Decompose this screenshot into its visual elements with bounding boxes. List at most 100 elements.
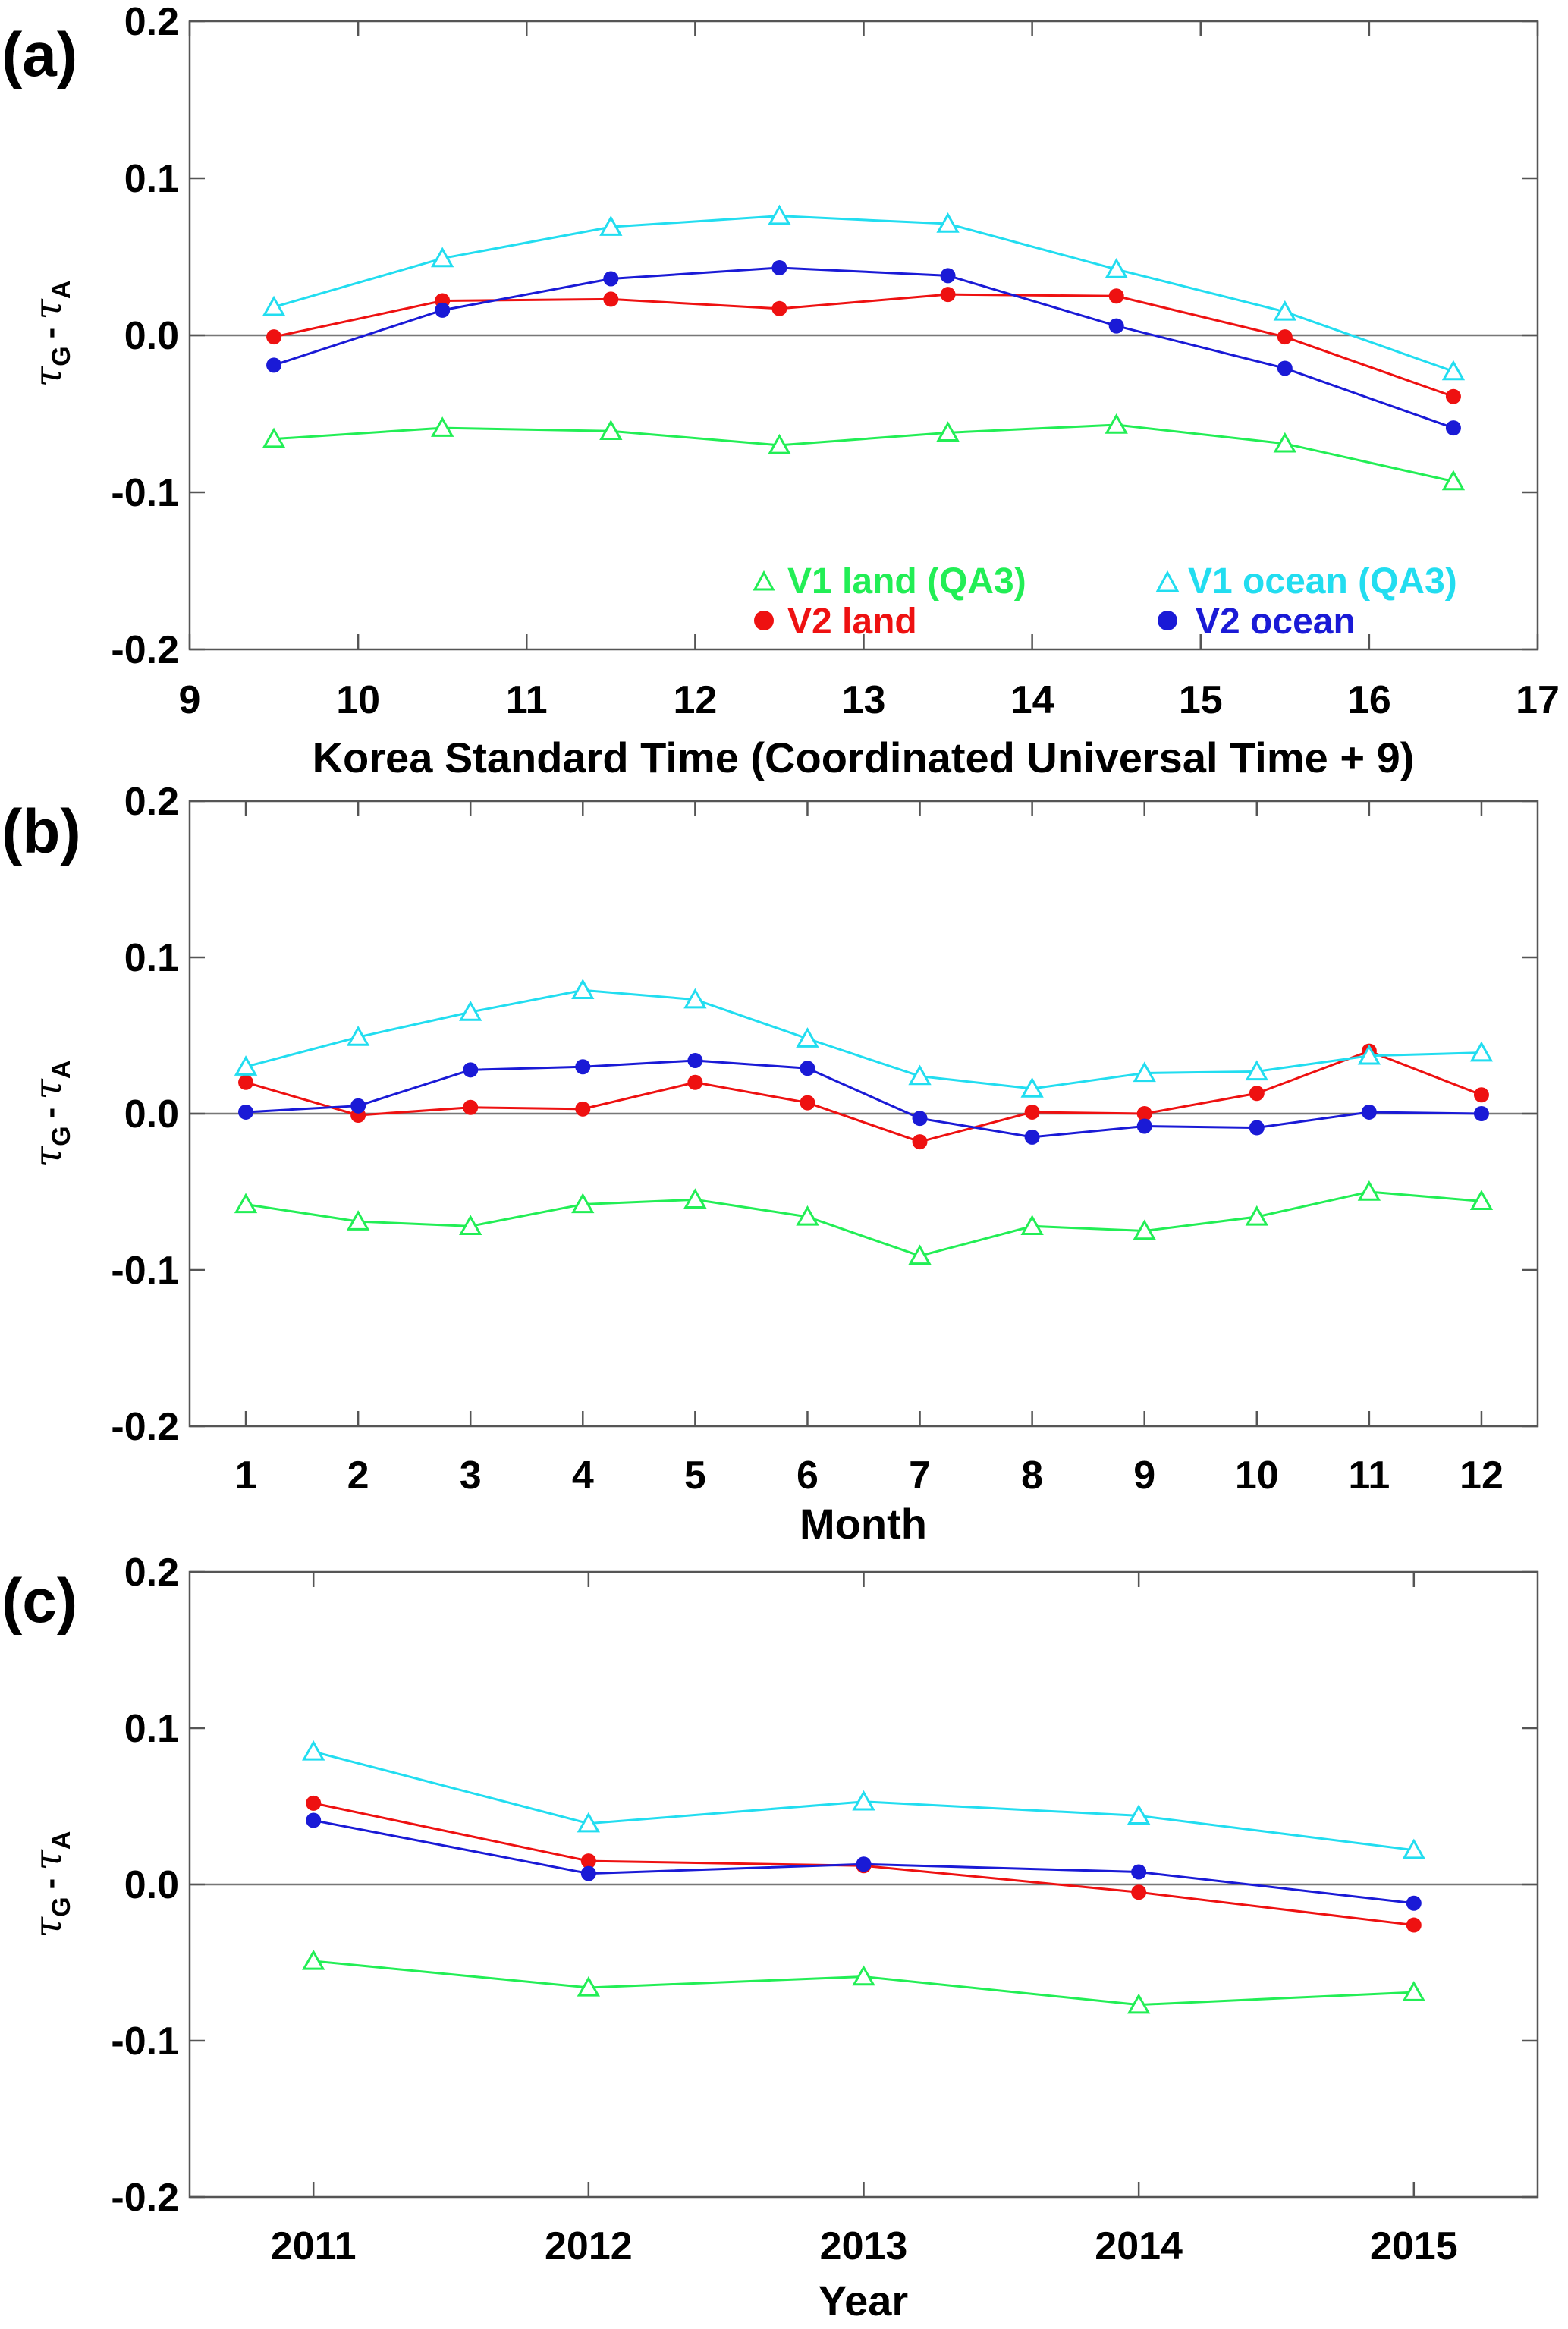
panel-b-series-v1-land-point <box>459 1215 482 1236</box>
panel-b-series-v1-ocean-point <box>571 979 595 999</box>
panel-b-xtick-label: 11 <box>1348 1454 1390 1498</box>
panel-b-xtick-label: 5 <box>684 1454 706 1498</box>
panel-b-series-v1-land-point <box>908 1244 932 1265</box>
panel-a-series-v1-ocean-point <box>936 212 960 233</box>
panel-a-series-v2-land-point <box>1277 329 1293 345</box>
panel-a-series-v1-ocean-point <box>1273 300 1296 321</box>
panel-b-series-v2-land-point <box>1473 1087 1489 1103</box>
panel-c-ylabel-sub-a: A <box>47 1831 76 1850</box>
panel-a-y-axis-title: τG-τA <box>26 280 76 387</box>
panel-b-series-v2-land-point <box>238 1074 254 1090</box>
panel-c-series-v1-land-point <box>302 1949 325 1970</box>
panel-b-series-v2-ocean-point <box>912 1111 928 1127</box>
panel-a-ytick-label: 0.2 <box>124 0 179 44</box>
panel-b-ylabel-dash: - <box>31 1108 68 1119</box>
panel-c-series-v1-ocean-point <box>1402 1838 1425 1859</box>
legend: V1 land (QA3) V2 land V1 ocean (QA3) V2 … <box>753 561 1457 642</box>
panel-a-x-axis-title: Korea Standard Time (Coordinated Univers… <box>313 734 1415 781</box>
panel-b-series-v2-land-point <box>1249 1086 1265 1102</box>
panel-a-series-v2-ocean-point <box>1108 318 1124 334</box>
panel-a-series-v1-land-point <box>1105 413 1128 434</box>
panel-b-series-v1-ocean-point <box>1357 1044 1381 1065</box>
panel-b-series-v1-land-point <box>1020 1215 1044 1236</box>
panel-b-series-v1-ocean-point <box>1020 1077 1044 1098</box>
panel-b-series-v1-land-point <box>1357 1180 1381 1201</box>
panel-b-ytick-label: 0.0 <box>124 1092 179 1136</box>
panel-c-ylabel-tau-g: τ <box>26 1916 70 1938</box>
panel-b-series-v2-land-point <box>687 1074 703 1090</box>
panel-a-series-v2-land-point <box>1108 288 1124 304</box>
panel-c-series-v1-land-point <box>577 1975 601 1997</box>
panel-b-series-v2-land-line <box>245 1049 1482 1143</box>
panel-c-series <box>302 1740 1425 2014</box>
panel-b-xtick-label: 1 <box>235 1454 257 1498</box>
panel-b-y-ticks: 0.2 0.1 0.0 -0.1 -0.2 <box>111 780 1538 1449</box>
panel-c-xtick-label: 2011 <box>271 2224 357 2268</box>
panel-b-series-v2-ocean-point <box>800 1061 815 1076</box>
panel-b-series-v1-land-point <box>683 1188 707 1209</box>
panel-c: (c) 0.20.10.0-0.1-0.2 2011 2012 2013 2014 20… <box>2 1551 1539 2324</box>
panel-c-series-v1-ocean-point <box>1127 1804 1151 1825</box>
panel-b-xtick-label: 12 <box>1460 1454 1504 1498</box>
legend-v1-ocean-marker <box>1155 570 1180 592</box>
panel-b-label: (b) <box>2 797 81 866</box>
panel-a-ylabel-dash: - <box>31 328 68 339</box>
panel-a-series-v2-ocean-point <box>940 268 956 284</box>
panel-c-series-v2-ocean-point <box>580 1865 596 1881</box>
panel-b-series-v1-ocean-line <box>245 988 1482 1090</box>
panel-b-xtick-label: 6 <box>797 1454 819 1498</box>
panel-c-series-v2-ocean-point <box>1406 1895 1422 1911</box>
panel-b-series-v1-ocean-point <box>346 1026 370 1046</box>
panel-c-series-v1-ocean-point <box>852 1790 875 1811</box>
panel-c-series-v2-ocean-point <box>856 1856 872 1872</box>
panel-b-ylabel-sub-a: A <box>47 1060 76 1079</box>
panel-b-series-v2-land-point <box>912 1134 928 1150</box>
panel-a-xtick-label: 13 <box>842 678 886 722</box>
panel-c-series-v1-ocean-point <box>577 1812 601 1833</box>
panel-c-ytick-label: -0.2 <box>111 2176 179 2220</box>
panel-c-ylabel-dash: - <box>31 1878 68 1890</box>
panel-a-series-v1-ocean-point <box>431 247 454 268</box>
panel-c-ylabel-sub-g: G <box>47 1897 76 1916</box>
legend-item-v1-land: V1 land (QA3) <box>753 561 1026 602</box>
legend-item-v1-ocean: V1 ocean (QA3) <box>1155 561 1457 602</box>
panel-a-label: (a) <box>2 20 77 90</box>
panel-b-series <box>234 979 1494 1265</box>
panel-a-series-v1-land-point <box>262 427 286 448</box>
legend-v2-ocean-label: V2 ocean <box>1196 602 1356 642</box>
panel-b-series-v1-ocean-point <box>796 1027 819 1048</box>
panel-a-series-v1-land-point <box>431 416 454 437</box>
panel-a-ytick-label: -0.2 <box>111 628 179 672</box>
panel-b-series-v2-land-point <box>1024 1104 1040 1120</box>
panel-a-series-v2-land-point <box>266 329 282 345</box>
panel-a-series-v1-land-point <box>599 420 623 440</box>
panel-b-series-v2-ocean-point <box>687 1052 703 1068</box>
panel-b-y-axis-title: τG-τA <box>26 1060 76 1167</box>
panel-a-xtick-label: 14 <box>1010 678 1054 722</box>
legend-item-v2-ocean: V2 ocean <box>1158 602 1356 642</box>
panel-a-series-v1-ocean-point <box>1105 258 1128 278</box>
panel-b-xtick-label: 10 <box>1235 1454 1279 1498</box>
panel-b-ytick-label: -0.1 <box>111 1249 179 1293</box>
panel-c-series-v1-land-point <box>1127 1993 1151 2014</box>
panel-b-xtick-label: 2 <box>347 1454 369 1498</box>
panel-b-ytick-label: -0.2 <box>111 1405 179 1449</box>
panel-b-xtick-label: 4 <box>572 1454 594 1498</box>
panel-b-xtick-label: 8 <box>1021 1454 1043 1498</box>
panel-a-ytick-label: 0.1 <box>124 157 179 201</box>
panel-a-series-v1-ocean-point <box>599 215 623 236</box>
panel-b-xtick-label: 7 <box>909 1454 931 1498</box>
panel-a-ylabel-sub-a: A <box>47 280 76 299</box>
panel-b-series-v2-land-point <box>800 1095 815 1111</box>
panel-b-series-v1-land-point <box>346 1210 370 1231</box>
panel-a-series-v2-ocean-point <box>266 357 282 373</box>
panel-b-series-v1-land-point <box>1469 1190 1494 1211</box>
panel-b-series-v1-land-point <box>796 1205 819 1226</box>
panel-b-series-v2-ocean-point <box>1024 1129 1040 1145</box>
panel-c-xtick-label: 2012 <box>545 2224 633 2268</box>
panel-a: (a) 0.20.10.0-0.1-0.2 9 10 11 12 13 14 15 16 17 … <box>2 0 1560 781</box>
panel-b-series-v1-land-point <box>1245 1205 1268 1226</box>
panel-c-series-v1-land-point <box>852 1965 875 1986</box>
panel-b-series-v2-land-point <box>1136 1106 1152 1121</box>
panel-b-ylabel-sub-g: G <box>47 1126 76 1146</box>
